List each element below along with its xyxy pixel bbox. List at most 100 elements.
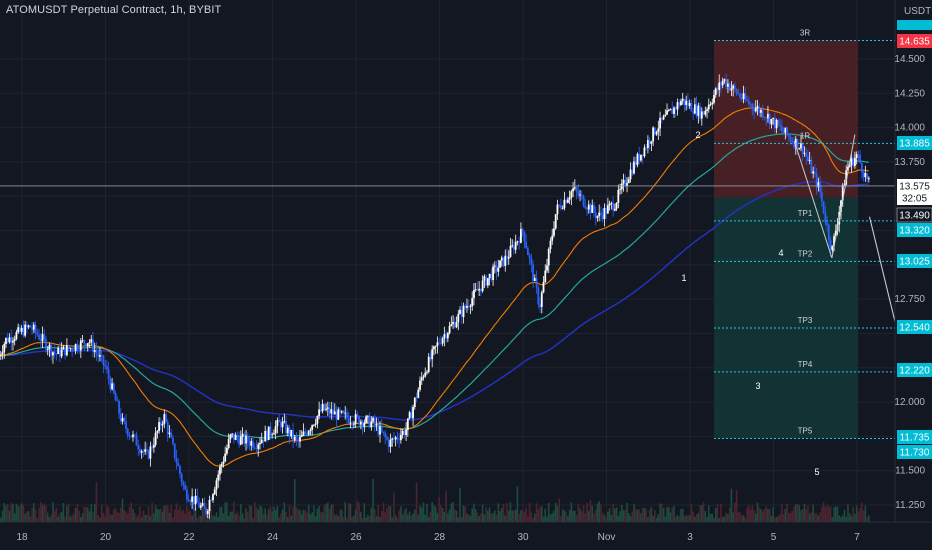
- candle-body: [601, 214, 604, 220]
- price-tag-clipped: [897, 20, 932, 30]
- candle-body: [812, 171, 815, 174]
- price-tag-box: [897, 191, 932, 205]
- candle: [711, 98, 714, 110]
- candle: [215, 477, 218, 497]
- candle-body: [801, 143, 804, 154]
- time-tick-label: 5: [771, 532, 777, 543]
- candle-body: [678, 102, 681, 106]
- candle: [843, 179, 846, 186]
- candle-body: [234, 434, 237, 440]
- volume-bar: [864, 505, 867, 522]
- volume-bar: [180, 510, 183, 522]
- volume-bar: [367, 514, 369, 522]
- volume-bar: [200, 515, 202, 522]
- volume-bar: [483, 514, 486, 522]
- volume-bar: [53, 511, 56, 522]
- candle: [74, 343, 77, 355]
- volume-bar: [692, 511, 694, 522]
- candle: [443, 326, 446, 347]
- price-tag-text: 12.540: [899, 323, 930, 334]
- candle: [452, 315, 454, 329]
- volume-bar: [455, 511, 458, 522]
- candle-body: [144, 449, 147, 452]
- candle: [351, 420, 354, 430]
- candle: [6, 332, 9, 344]
- candle: [633, 156, 635, 175]
- candle-body: [841, 184, 844, 201]
- candle-body: [584, 206, 587, 209]
- price-tag-text: 13.575: [899, 182, 930, 193]
- candle-body: [711, 102, 714, 105]
- volume-bar: [572, 510, 574, 522]
- candle-body: [789, 136, 792, 141]
- candle: [112, 382, 115, 395]
- wave-label-5: 5: [814, 467, 819, 477]
- candle: [285, 415, 287, 436]
- volume-bar: [3, 502, 6, 522]
- candle: [339, 407, 341, 418]
- candle-body: [290, 429, 293, 437]
- candle: [767, 105, 769, 123]
- candle-body: [728, 83, 731, 91]
- candle: [439, 335, 442, 346]
- candle: [695, 96, 698, 119]
- candle: [563, 191, 566, 211]
- volume-bar: [633, 504, 635, 522]
- candle: [377, 418, 380, 437]
- candle: [732, 84, 735, 97]
- candle: [554, 214, 557, 230]
- candle-body: [570, 191, 573, 198]
- candle-body: [112, 383, 115, 394]
- candle-body: [808, 159, 811, 161]
- volume-bar: [600, 504, 602, 522]
- candle-body: [737, 93, 740, 95]
- candle-body: [747, 100, 750, 104]
- candle: [79, 337, 82, 359]
- candle: [431, 345, 434, 368]
- volume-bar: [763, 508, 766, 522]
- volume-bar: [62, 502, 65, 522]
- candle-body: [730, 88, 733, 91]
- candle: [166, 418, 169, 442]
- candle-body: [375, 424, 378, 426]
- candle-body: [304, 431, 307, 434]
- candle-body: [0, 354, 2, 356]
- volume-bar: [434, 506, 437, 522]
- volume-bar: [67, 503, 70, 522]
- candle-body: [15, 332, 18, 340]
- volume-bar: [160, 508, 162, 522]
- volume-bar: [168, 512, 171, 522]
- volume-bar: [389, 506, 392, 522]
- volume-bar: [419, 505, 421, 522]
- candle: [735, 88, 738, 96]
- volume-bar: [808, 513, 811, 522]
- candle: [102, 354, 105, 374]
- candle: [687, 92, 689, 110]
- candle: [406, 418, 409, 437]
- candle: [398, 432, 401, 448]
- candle-body: [718, 82, 721, 91]
- volume-bar: [340, 509, 343, 522]
- candle-body: [173, 443, 176, 458]
- volume-bar: [243, 517, 246, 522]
- volume-bar: [149, 516, 152, 522]
- candle-body: [246, 435, 249, 443]
- candle-body: [347, 417, 350, 423]
- volume-bar: [342, 517, 345, 522]
- candle: [467, 299, 470, 310]
- volume-bar: [424, 514, 427, 522]
- volume-bar: [852, 506, 854, 522]
- candle: [389, 433, 392, 453]
- candle: [119, 407, 122, 424]
- candle: [859, 150, 862, 164]
- volume-bar: [267, 509, 270, 522]
- volume-bar: [349, 503, 352, 522]
- candle: [65, 338, 68, 357]
- candle: [669, 108, 672, 111]
- candle-body: [647, 140, 649, 148]
- volume-bar: [233, 502, 235, 522]
- volume-bar: [568, 509, 571, 522]
- candle: [540, 290, 543, 314]
- volume-bar: [699, 505, 701, 522]
